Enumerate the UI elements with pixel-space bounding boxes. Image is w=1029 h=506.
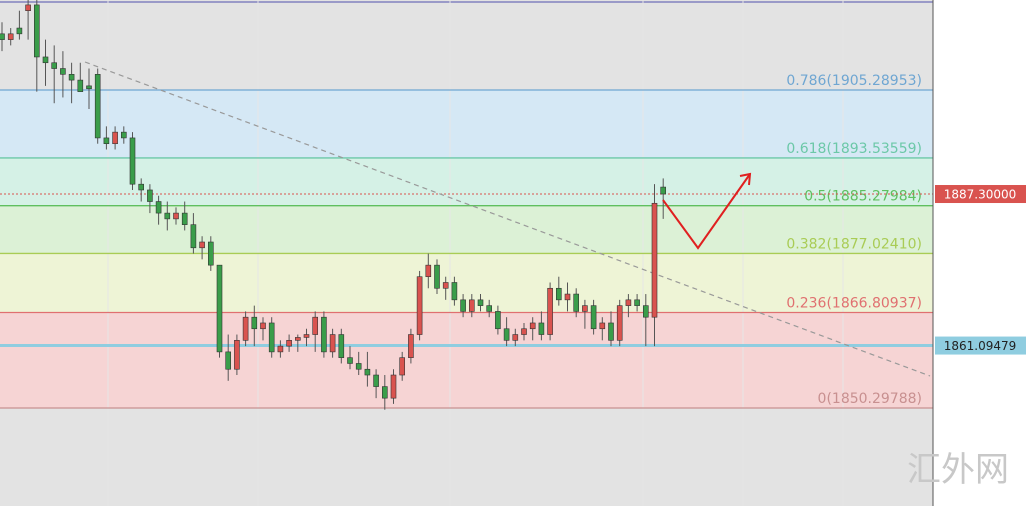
candle-body	[555, 287, 562, 301]
arrow-head	[739, 172, 752, 186]
candle-body	[199, 241, 205, 249]
candle-body	[590, 305, 597, 330]
fib-label: 0(1850.29788)	[818, 391, 922, 407]
candle-body	[512, 334, 519, 341]
candle-body	[77, 79, 84, 92]
candle-body	[268, 322, 275, 353]
candle-body	[51, 62, 58, 69]
candle-body	[173, 212, 179, 220]
candle-body	[373, 374, 379, 387]
candle-body	[495, 311, 501, 330]
candle-body	[538, 322, 545, 335]
candle-body	[364, 368, 371, 376]
candle-body	[86, 85, 92, 90]
candle-body	[286, 340, 292, 347]
fib-label: 0.236(1866.80937)	[786, 296, 922, 312]
candle-body	[608, 322, 614, 341]
candle-body	[0, 33, 5, 40]
candle-body	[321, 316, 327, 353]
fib-band	[0, 312, 933, 408]
candle-body	[503, 328, 510, 341]
candle-body	[303, 334, 310, 338]
candle-body	[451, 282, 458, 301]
candle-body	[129, 137, 136, 185]
candle-body	[408, 334, 414, 358]
candle-body	[564, 293, 571, 301]
candle-body	[651, 202, 658, 318]
candle-body	[390, 374, 397, 399]
candle-body	[181, 212, 188, 225]
candle-body	[642, 305, 649, 318]
candle-body	[381, 386, 388, 399]
candle-body	[599, 322, 606, 330]
candle-body	[216, 264, 223, 353]
price-box	[935, 185, 1026, 204]
candle-body	[486, 305, 493, 312]
candle-body	[112, 131, 118, 145]
candle-body	[103, 137, 110, 145]
candle-body	[468, 299, 475, 312]
candle-body	[347, 357, 353, 364]
fib-band	[0, 89, 933, 158]
fib-label: 0.786(1905.28953)	[786, 73, 922, 89]
candle-body	[16, 27, 23, 35]
fib-band	[0, 253, 933, 313]
candle-body	[164, 212, 171, 220]
candle-body	[477, 299, 484, 306]
candle-body	[399, 357, 406, 376]
candle-body	[660, 186, 667, 195]
candle-body	[121, 131, 127, 139]
candle-body	[442, 282, 449, 289]
candle-body	[225, 351, 231, 370]
fib-label: 0.5(1885.27984)	[804, 189, 922, 205]
candle-body	[242, 316, 249, 341]
candle-body	[434, 264, 440, 289]
watermark: 汇外网	[907, 450, 1009, 490]
trend-line	[84, 61, 931, 377]
candle-body	[338, 334, 345, 358]
candle-body	[312, 316, 319, 335]
candle-body	[60, 68, 66, 75]
candle-body	[155, 201, 162, 214]
forecast-arrow	[662, 173, 751, 250]
fib-band	[0, 157, 933, 206]
candle-body	[68, 74, 75, 81]
candle-body	[460, 299, 466, 312]
candle-body	[147, 189, 153, 202]
candle-body	[94, 74, 101, 139]
candle-body	[425, 264, 432, 278]
candle-body	[547, 287, 553, 335]
candle-body	[251, 316, 258, 330]
candle-body	[277, 345, 284, 353]
candle-body	[625, 299, 632, 306]
price-label: 1861.09479	[944, 339, 1017, 353]
candle-body	[521, 328, 527, 335]
candle-body	[582, 305, 588, 312]
candle-body	[208, 241, 214, 266]
candle-body	[138, 183, 144, 191]
candle-body	[329, 334, 336, 353]
candle-body	[294, 337, 301, 341]
candle-body	[634, 299, 640, 306]
price-label: 1887.30000	[944, 188, 1017, 202]
candle-body	[260, 322, 266, 330]
candle-body	[529, 322, 536, 330]
price-box	[935, 336, 1026, 355]
candle-body	[234, 340, 240, 370]
candle-body	[7, 33, 14, 40]
fib-label: 0.618(1893.53559)	[786, 141, 922, 157]
candle-body	[616, 305, 623, 341]
candle-body	[42, 56, 49, 64]
candle-body	[25, 4, 31, 11]
fib-label: 0.382(1877.02410)	[786, 236, 922, 252]
fib-band	[0, 205, 933, 254]
candle-body	[33, 4, 40, 58]
candle-body	[573, 293, 580, 312]
candle-body	[416, 276, 423, 335]
candle-body	[190, 224, 197, 249]
candle-body	[355, 363, 362, 370]
